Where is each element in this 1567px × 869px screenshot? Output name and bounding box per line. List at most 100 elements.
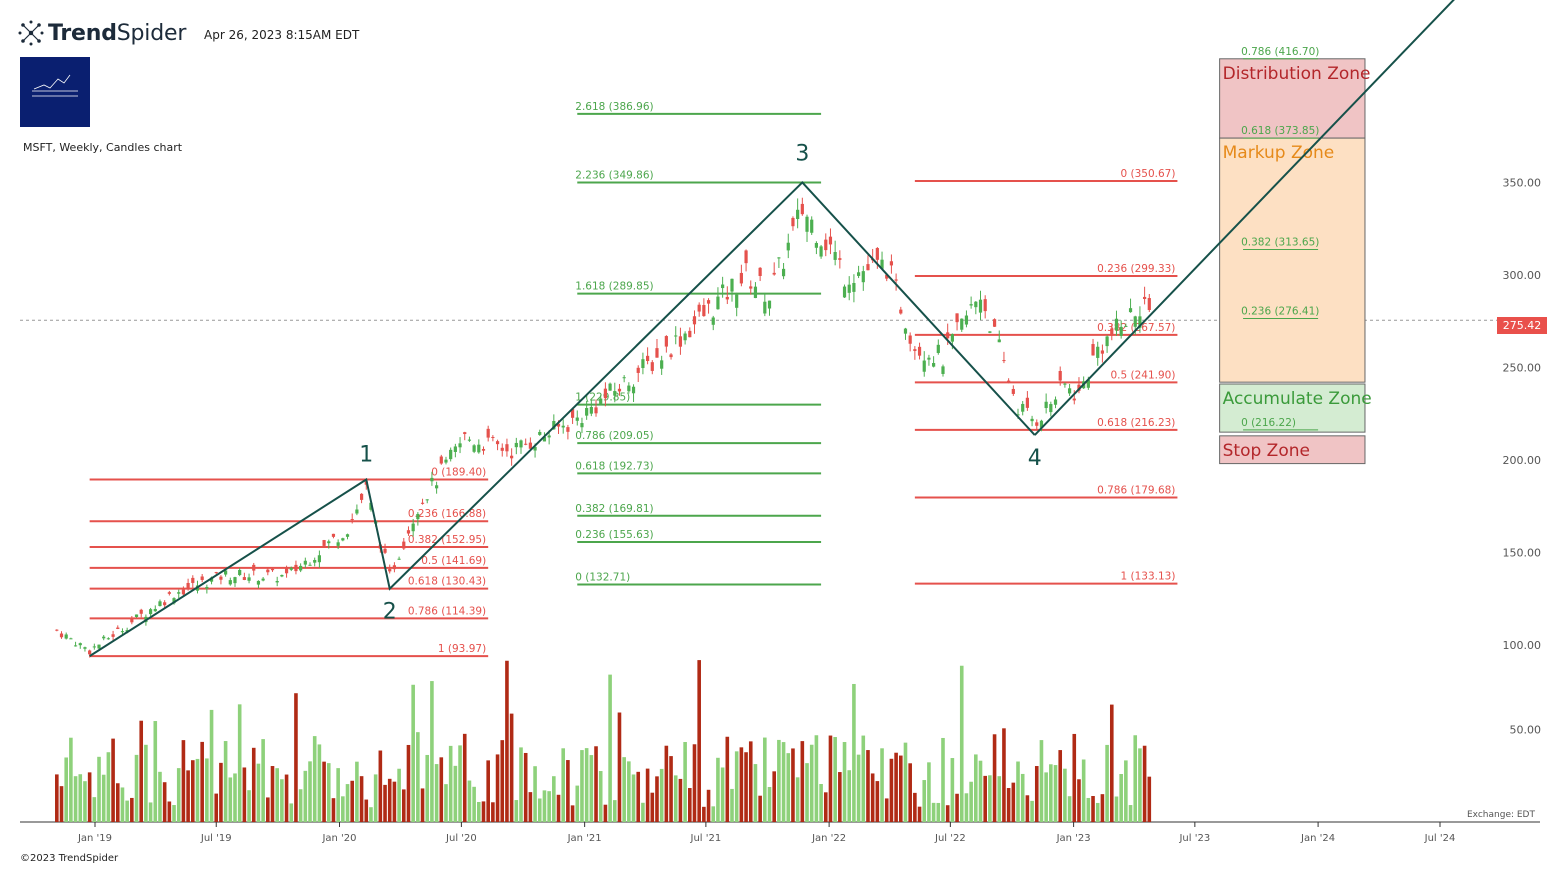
volume-bar (153, 721, 158, 822)
volume-bar (261, 739, 265, 822)
volume-bar (959, 665, 964, 822)
candle-body (763, 301, 767, 314)
y-tick-label: 250.00 (1503, 361, 1542, 374)
volume-bar (627, 761, 631, 822)
volume-bar (228, 777, 233, 822)
candle-body (350, 519, 354, 521)
candle-body (252, 564, 256, 571)
volume-bar (575, 785, 580, 822)
volume-bar (1053, 765, 1058, 822)
candle-body (786, 242, 790, 251)
volume-bar (552, 776, 556, 822)
volume-bar (336, 768, 340, 822)
candle-body (505, 444, 509, 452)
candle-body (500, 447, 504, 451)
volume-bar (64, 757, 68, 822)
candle-body (1021, 403, 1025, 412)
volume-bar (364, 799, 369, 822)
volume-bar (974, 754, 978, 822)
exchange-label: Exchange: EDT (1467, 810, 1535, 820)
candle-body (327, 541, 331, 544)
volume-bar (341, 796, 345, 822)
volume-bar (884, 798, 889, 822)
volume-bar (242, 767, 247, 822)
candle-body (345, 534, 350, 537)
candle-body (317, 555, 321, 563)
volume-bar (823, 792, 828, 822)
volume-bar (584, 748, 589, 822)
volume-bar (176, 768, 181, 822)
volume-bar (472, 786, 476, 822)
volume-bar (570, 805, 575, 822)
candle-body (533, 446, 537, 451)
volume-bar (706, 789, 711, 822)
volume-bar (1100, 794, 1105, 822)
volume-bar (594, 746, 598, 822)
volume-bar (509, 713, 514, 822)
candle-body (547, 435, 551, 438)
candle-body (1011, 388, 1015, 394)
volume-bar (556, 794, 561, 822)
candle-body (646, 355, 650, 362)
candle-body (580, 423, 584, 428)
volume-bar (101, 774, 106, 822)
candle-body (908, 335, 912, 344)
fib-level-label: 1 (93.97) (438, 643, 486, 655)
volume-bar (561, 748, 566, 822)
zone-box (1219, 383, 1366, 433)
fib-level-label: 0.618 (130.43) (408, 576, 486, 588)
candle-body (228, 580, 232, 585)
y-tick-label: 300.00 (1503, 269, 1542, 282)
volume-bar (758, 795, 762, 822)
volume-bar (523, 752, 528, 822)
candle-body (1049, 404, 1053, 413)
candle-body (242, 577, 246, 580)
candle-body (1072, 398, 1076, 401)
x-tick-label: Jan '24 (1300, 833, 1335, 844)
candle-body (1058, 370, 1062, 381)
candle-body (725, 296, 729, 300)
zone-box (1219, 435, 1366, 465)
candle-body (669, 354, 673, 358)
candle-body (411, 523, 415, 532)
candle-body (369, 502, 373, 510)
volume-bar (505, 660, 509, 822)
volume-bar (1081, 759, 1086, 822)
volume-bar (1044, 772, 1048, 822)
candle-body (1053, 399, 1058, 405)
volume-bar (603, 804, 608, 822)
volume-bar (139, 720, 144, 822)
y-tick-label: 100.00 (1503, 639, 1542, 652)
volume-bar (186, 770, 190, 822)
volume-bar (406, 744, 411, 822)
candle-body (148, 609, 153, 615)
brand-name: TrendSpider (48, 20, 187, 46)
volume-bar (908, 763, 912, 822)
volume-bar (692, 744, 697, 822)
candle-body (331, 533, 336, 537)
volume-bar (1030, 800, 1034, 822)
candle-body (1039, 420, 1044, 428)
candle-body (481, 448, 486, 451)
candle-body (969, 304, 973, 306)
volume-bar (547, 791, 551, 822)
volume-bar (1128, 805, 1133, 822)
volume-bar (955, 793, 959, 822)
candle-body (927, 357, 931, 360)
volume-bar (913, 792, 917, 822)
fib-level-label: 0.5 (241.90) (1110, 369, 1175, 381)
volume-bar (612, 800, 617, 822)
candle-body (542, 436, 547, 442)
volume-bar (92, 797, 97, 822)
candle-body (308, 564, 312, 566)
candle-body (524, 443, 528, 445)
volume-bar (730, 788, 734, 822)
candle-body (1105, 336, 1109, 347)
volume-bar (997, 776, 1002, 822)
volume-bar (969, 781, 973, 822)
volume-bar (514, 800, 519, 822)
volume-bar (345, 784, 350, 822)
volume-bar (420, 788, 425, 822)
candle-body (449, 449, 453, 460)
